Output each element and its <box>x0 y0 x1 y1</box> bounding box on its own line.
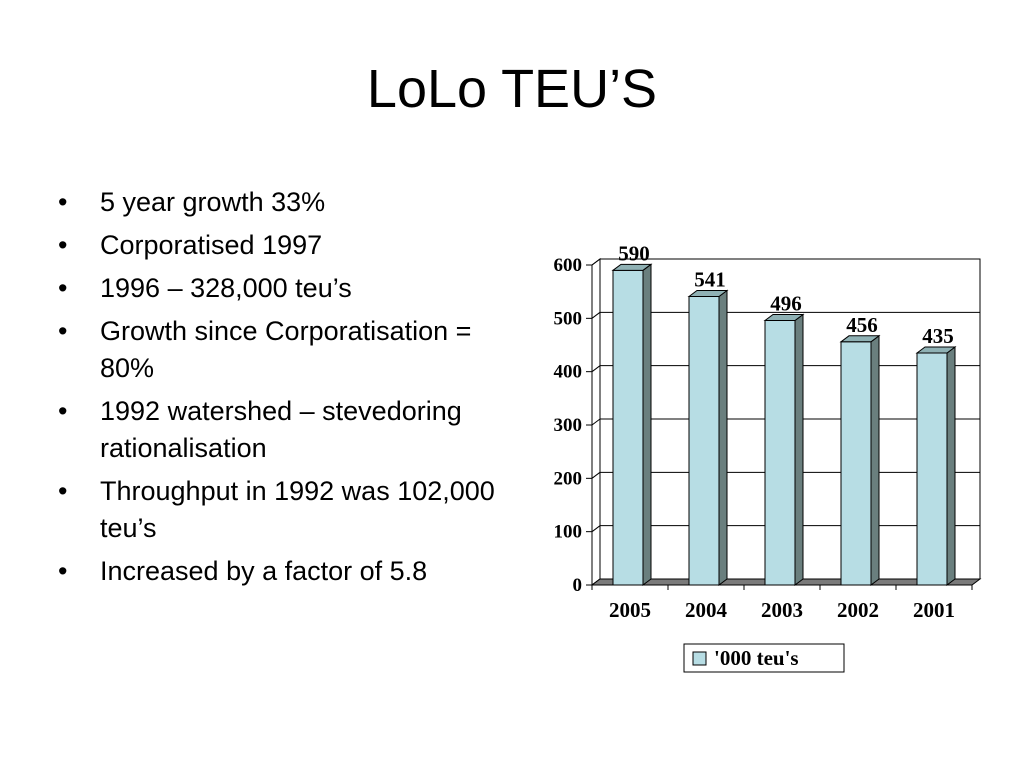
bullet-text: 1996 – 328,000 teu’s <box>100 273 352 303</box>
legend-label: '000 teu's <box>714 646 799 670</box>
y-gridline-side <box>591 311 601 319</box>
y-tick-label: 400 <box>554 362 583 383</box>
data-label: 435 <box>922 324 954 348</box>
bullet-item: • 5 year growth 33% <box>58 184 498 221</box>
y-gridline-side <box>591 365 601 373</box>
y-tick-label: 100 <box>554 522 583 543</box>
y-tick-label: 300 <box>554 415 583 436</box>
bullet-glyph: • <box>58 230 68 260</box>
bullet-item: • Throughput in 1992 was 102,000 teu’s <box>58 473 498 547</box>
bullet-glyph: • <box>58 396 68 426</box>
y-tick-label: 600 <box>554 255 583 276</box>
bullet-text: 5 year growth 33% <box>100 187 326 217</box>
data-label: 541 <box>694 267 726 291</box>
bullet-list: • 5 year growth 33% • Corporatised 1997 • 1… <box>58 184 498 596</box>
bar <box>916 352 948 586</box>
bar <box>764 319 796 586</box>
bar-top <box>915 346 957 354</box>
bar-top <box>763 313 805 321</box>
bullet-text: Increased by a factor of 5.8 <box>100 556 428 586</box>
bar-top <box>687 289 729 297</box>
x-tick-label: 2001 <box>913 598 955 622</box>
bar <box>840 341 872 586</box>
bar-chart-svg: 0 100 200 300 400 500 600 590 2005 541 2004 496 2003… <box>554 241 982 673</box>
bar-side <box>642 263 652 586</box>
x-tick-label: 2003 <box>761 598 803 622</box>
y-tick-label: 0 <box>573 575 583 596</box>
bar-side <box>870 334 880 586</box>
bar-chart: 0 100 200 300 400 500 600 590 2005 541 2004 496 2003… <box>520 232 1000 682</box>
bullet-item: • 1996 – 328,000 teu’s <box>58 270 498 307</box>
bullet-glyph: • <box>58 316 68 346</box>
y-gridline-side <box>591 525 601 533</box>
y-gridline-side <box>591 258 601 266</box>
bullet-glyph: • <box>58 556 68 586</box>
bullet-glyph: • <box>58 476 68 506</box>
data-label: 496 <box>770 291 802 315</box>
bullet-item: • Corporatised 1997 <box>58 227 498 264</box>
data-label: 456 <box>846 313 878 337</box>
bullet-item: • Increased by a factor of 5.8 <box>58 553 498 590</box>
bullet-item: • Growth since Corporatisation = 80% <box>58 313 498 387</box>
bullet-text: Growth since Corporatisation = 80% <box>100 316 472 383</box>
bullet-text: Corporatised 1997 <box>100 230 323 260</box>
x-tick-label: 2002 <box>837 598 879 622</box>
bullet-text: Throughput in 1992 was 102,000 teu’s <box>100 476 495 543</box>
slide-title: LoLo TEU’S <box>366 59 658 119</box>
bullet-text: 1992 watershed – stevedoring rationalisa… <box>100 396 462 463</box>
y-gridline-side <box>591 418 601 426</box>
bar-top <box>839 335 881 343</box>
bar-top <box>611 263 653 271</box>
x-tick-label: 2005 <box>609 598 651 622</box>
bar-side <box>718 289 728 586</box>
x-tick-label: 2004 <box>685 598 728 622</box>
y-gridline-side <box>591 471 601 479</box>
bullet-glyph: • <box>58 187 68 217</box>
data-label: 590 <box>618 241 650 265</box>
bar <box>688 295 720 586</box>
bar <box>612 269 644 586</box>
legend-swatch <box>692 651 707 666</box>
bullet-glyph: • <box>58 273 68 303</box>
bar-side <box>946 346 956 586</box>
bar-side <box>794 313 804 586</box>
legend-box <box>683 643 845 673</box>
y-tick-label: 200 <box>554 468 583 489</box>
bullet-item: • 1992 watershed – stevedoring rationalis… <box>58 393 498 467</box>
y-tick-label: 500 <box>554 308 583 329</box>
